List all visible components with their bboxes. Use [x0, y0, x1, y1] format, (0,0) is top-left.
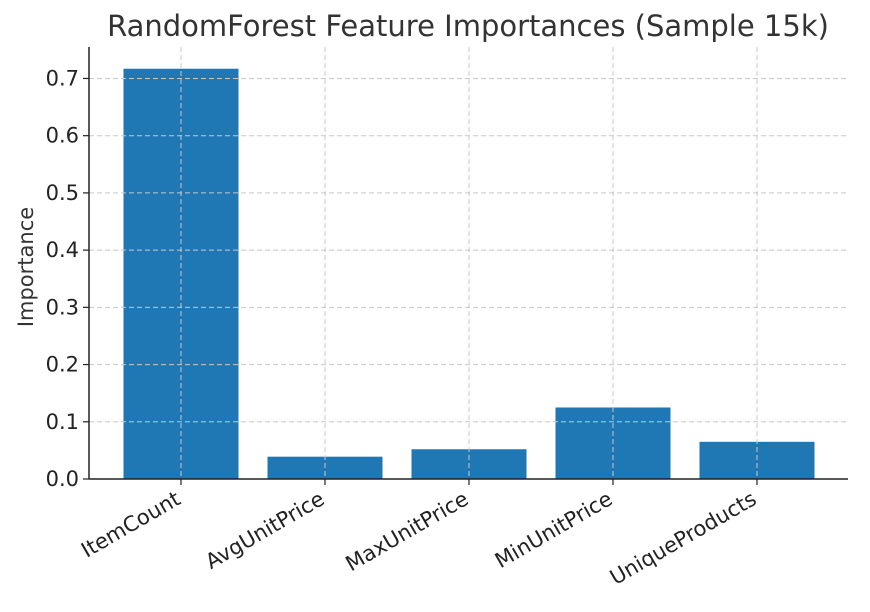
x-axis-ticks: ItemCount AvgUnitPrice MaxUnitPrice MinUnit…: [77, 479, 761, 590]
y-tick-label: 0.4: [46, 238, 79, 262]
y-axis-ticks: 0.0 0.1 0.2 0.3 0.4 0.5 0.6 0.7: [46, 66, 89, 491]
x-tick-label: MaxUnitPrice: [342, 487, 473, 576]
y-tick-label: 0.0: [46, 467, 79, 491]
x-tick-label: UniqueProducts: [606, 487, 761, 590]
y-tick-label: 0.2: [46, 353, 79, 377]
y-tick-label: 0.7: [46, 66, 79, 90]
x-tick-label: MinUnitPrice: [491, 487, 617, 573]
x-tick-label: AvgUnitPrice: [201, 487, 328, 574]
y-tick-label: 0.3: [46, 295, 79, 319]
chart-title: RandomForest Feature Importances (Sample…: [107, 9, 829, 43]
x-tick-label: ItemCount: [77, 487, 184, 563]
y-tick-label: 0.6: [46, 124, 79, 148]
y-tick-label: 0.5: [46, 181, 79, 205]
y-tick-label: 0.1: [46, 410, 79, 434]
y-axis-label: Importance: [14, 207, 38, 327]
